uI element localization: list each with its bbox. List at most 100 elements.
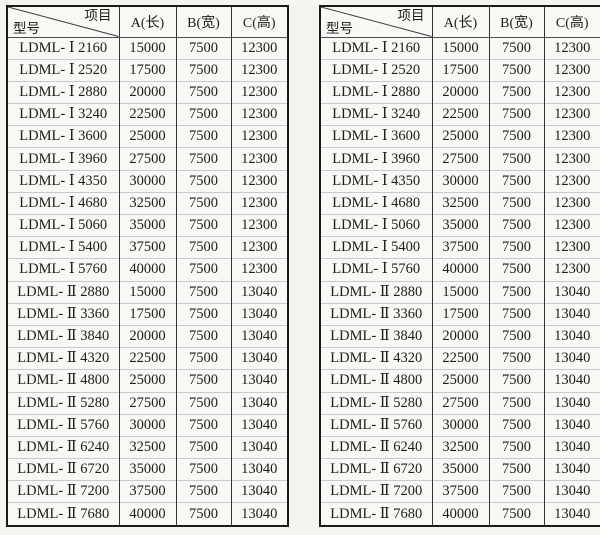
height-cell: 13040	[543, 324, 600, 348]
model-cell: LDML- Ⅰ 3600	[7, 125, 119, 148]
height-cell: 13040	[230, 324, 288, 348]
header-item-label: 项目	[84, 8, 112, 23]
model-cell: LDML- Ⅱ 7200	[7, 480, 119, 503]
table-row: LDML- Ⅰ 5060 35000 7500 12300	[320, 213, 600, 237]
width-cell: 7500	[488, 347, 544, 370]
table-row: LDML- Ⅱ 3840 20000 7500 13040	[7, 324, 288, 348]
width-cell: 7500	[175, 169, 231, 193]
width-cell: 7500	[175, 213, 231, 237]
table-row: LDML- Ⅱ 3360 17500 7500 13040	[320, 302, 600, 326]
table-row: LDML- Ⅰ 3240 22500 7500 12300	[320, 103, 600, 126]
width-cell: 7500	[175, 391, 231, 415]
length-cell: 22500	[431, 103, 489, 126]
model-cell: LDML- Ⅰ 2160	[332, 39, 421, 56]
spec-table-left: 项目 型号 A(长) B(宽) C(高) LDML- Ⅰ 2160 15000 75…	[6, 5, 289, 527]
height-cell: 13040	[230, 302, 288, 326]
height-cell: 12300	[230, 258, 288, 282]
model-cell: LDML- Ⅱ 6240	[320, 435, 432, 459]
model-cell: LDML- Ⅰ 5060	[320, 213, 432, 237]
height-cell: 13040	[543, 347, 600, 370]
height-cell: 13040	[230, 347, 288, 370]
model-cell: LDML- Ⅱ 6240	[7, 435, 119, 459]
table-row: LDML- Ⅱ 3840 20000 7500 13040	[320, 324, 600, 348]
table-row: LDML- Ⅰ 3960 27500 7500 12300	[7, 147, 288, 171]
model-cell: LDML- Ⅰ 3960	[320, 147, 432, 171]
table-row: LDML- Ⅱ 7200 37500 7500 13040	[7, 480, 288, 503]
model-cell: LDML- Ⅰ 5400	[320, 236, 432, 259]
model-cell: LDML- Ⅱ 4800	[320, 369, 432, 392]
height-cell: 12300	[543, 169, 600, 193]
diagonal-header-cell: 项目 型号	[320, 6, 432, 38]
table-row: LDML- Ⅰ 2160 15000 7500 12300	[7, 37, 288, 60]
height-cell: 12300	[543, 125, 600, 148]
width-cell: 7500	[175, 236, 231, 259]
model-cell: LDML- Ⅰ 5400	[7, 236, 119, 259]
height-cell: 12300	[543, 58, 600, 82]
length-cell: 37500	[118, 480, 176, 503]
header-model-label: 型号	[326, 20, 353, 36]
model-cell: LDML- Ⅱ 7680	[7, 502, 119, 526]
table-row: LDML- Ⅱ 7680 40000 7500 13040	[320, 502, 600, 526]
table-row: LDML- Ⅰ 4350 30000 7500 12300	[7, 169, 288, 193]
table-row: LDML- Ⅱ 6720 35000 7500 13040	[7, 458, 288, 481]
length-cell: 37500	[431, 480, 489, 503]
width-cell: 7500	[488, 169, 544, 193]
diagonal-header-cell: 项目 型号	[7, 6, 119, 38]
length-cell: 30000	[118, 169, 176, 193]
model-cell: LDML- Ⅰ 5760	[7, 258, 119, 282]
length-cell: 22500	[431, 347, 489, 370]
length-cell: 30000	[431, 413, 489, 437]
length-cell: 20000	[431, 324, 489, 348]
table-row: LDML- Ⅱ 6240 32500 7500 13040	[320, 435, 600, 459]
width-cell: 7500	[175, 103, 231, 126]
model-cell: LDML- Ⅱ 5760	[320, 413, 432, 437]
height-cell: 12300	[230, 37, 288, 60]
model-cell: LDML- Ⅰ 5060	[7, 213, 119, 237]
length-cell: 27500	[118, 147, 176, 171]
height-cell: 12300	[230, 213, 288, 237]
model-cell: LDML- Ⅰ 3240	[7, 103, 119, 126]
length-cell: 37500	[431, 236, 489, 259]
diagonal-line-icon	[8, 7, 119, 37]
model-cell: LDML- Ⅰ 4680	[320, 191, 432, 215]
height-cell: 12300	[230, 191, 288, 215]
width-cell: 7500	[488, 458, 544, 481]
height-cell: 13040	[543, 435, 600, 459]
width-cell: 7500	[488, 147, 544, 171]
length-cell: 32500	[118, 435, 176, 459]
height-cell: 12300	[543, 103, 600, 126]
model-cell: LDML- Ⅱ 6720	[320, 458, 432, 481]
model-cell: LDML- Ⅰ 4680	[7, 191, 119, 215]
length-cell: 20000	[118, 80, 176, 104]
height-cell: 13040	[230, 280, 288, 304]
height-cell: 13040	[230, 391, 288, 415]
height-cell: 12300	[543, 213, 600, 237]
length-cell: 22500	[118, 347, 176, 370]
height-cell: 13040	[543, 480, 600, 503]
height-cell: 13040	[543, 280, 600, 304]
width-cell: 7500	[488, 125, 544, 148]
width-cell: 7500	[175, 258, 231, 282]
table-row: LDML- Ⅱ 2880 15000 7500 13040	[7, 280, 288, 304]
table-row: LDML- Ⅱ 3360 17500 7500 13040	[7, 302, 288, 326]
model-cell: LDML- Ⅱ 5760	[7, 413, 119, 437]
width-cell: 7500	[488, 58, 544, 82]
width-cell: 7500	[175, 480, 231, 503]
col-header-length: A(长)	[431, 6, 489, 38]
model-cell: LDML- Ⅱ 3360	[320, 302, 432, 326]
header-row: 项目 型号 A(长) B(宽) C(高)	[320, 6, 600, 38]
model-cell: LDML- Ⅱ 6720	[7, 458, 119, 481]
height-cell: 12300	[543, 258, 600, 282]
length-cell: 30000	[431, 169, 489, 193]
height-cell: 12300	[543, 37, 600, 60]
width-cell: 7500	[175, 191, 231, 215]
height-cell: 13040	[230, 458, 288, 481]
table-row: LDML- Ⅰ 5400 37500 7500 12300	[320, 236, 600, 259]
table-row: LDML- Ⅱ 6240 32500 7500 13040	[7, 435, 288, 459]
length-cell: 32500	[431, 435, 489, 459]
table-row: LDML- Ⅱ 5280 27500 7500 13040	[320, 391, 600, 415]
height-cell: 13040	[543, 391, 600, 415]
length-cell: 40000	[118, 502, 176, 526]
model-cell: LDML- Ⅰ 4350	[320, 169, 432, 193]
model-cell: LDML- Ⅱ 4320	[7, 347, 119, 370]
